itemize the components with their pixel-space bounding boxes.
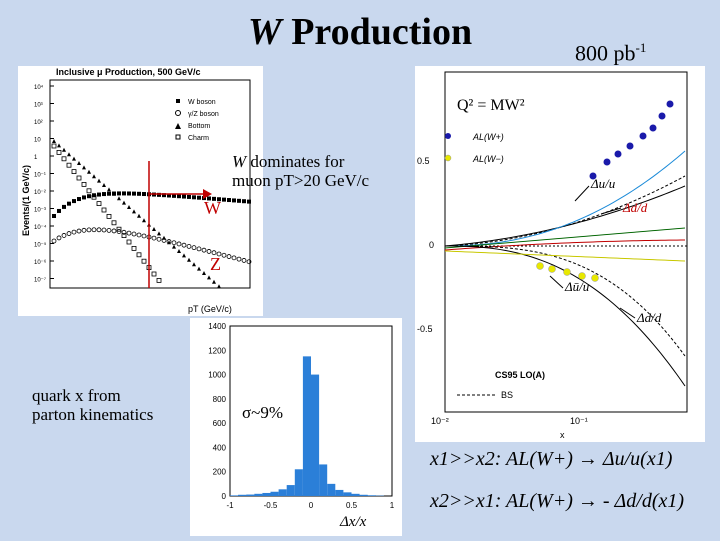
plot1-ytick: 10 bbox=[34, 138, 41, 144]
plot2-label-ddbar: Δd/d bbox=[636, 310, 662, 325]
asymmetry-plot: Q² = MW² AL(W+) AL(W−) 0.5 0 -0.5 Δu/u Δ… bbox=[415, 66, 705, 442]
plot2-legend-1: AL(W−) bbox=[472, 154, 504, 164]
plot2-label-du: Δu/u bbox=[590, 176, 616, 191]
histogram-bar bbox=[368, 495, 376, 496]
plot1-legend-0: W boson bbox=[188, 99, 216, 106]
formula-2: x2>>x1: AL(W+) → - Δd/d(x1) bbox=[430, 490, 684, 513]
plot3-xtick: 1 bbox=[390, 501, 395, 510]
histogram-bar bbox=[327, 484, 335, 496]
plot1-ytick: 10⁻¹ bbox=[34, 173, 46, 179]
histogram-bar bbox=[230, 495, 238, 496]
histogram-bar bbox=[279, 489, 287, 496]
plot2-footer-0: CS95 LO(A) bbox=[495, 370, 545, 380]
quark-x-note: quark x from parton kinematics bbox=[32, 386, 153, 424]
plot1-ytick: 10² bbox=[34, 120, 43, 126]
histogram-bar bbox=[295, 469, 303, 496]
sigma-label: σ~9% bbox=[242, 403, 283, 422]
histogram-bar bbox=[246, 495, 254, 496]
plot2-title: Q² = MW² bbox=[457, 97, 525, 114]
histogram-bar bbox=[311, 375, 319, 496]
plot1-legend-2: Bottom bbox=[188, 123, 210, 130]
histogram-bar bbox=[352, 494, 360, 496]
plot1-ytick: 10⁻⁴ bbox=[34, 224, 47, 231]
histogram-bar bbox=[335, 490, 343, 496]
plot1-title: Inclusive μ Production, 500 GeV/c bbox=[56, 67, 201, 77]
histogram-bar bbox=[303, 356, 311, 496]
luminosity-label: 800 pb-1 bbox=[575, 40, 646, 66]
plot2-ytick-0: 0.5 bbox=[417, 156, 430, 166]
inclusive-muon-svg: Inclusive μ Production, 500 GeV/c Events… bbox=[18, 66, 263, 316]
resolution-svg: 1400 1200 1000 800 600 400 200 0 -1 -0.5 0 0.5 1 σ~… bbox=[190, 318, 402, 536]
plot2-footer-1: BS bbox=[501, 390, 513, 400]
histogram-bar bbox=[262, 493, 270, 496]
plot1-xlabel: pT (GeV/c) bbox=[188, 304, 232, 314]
plot3-ytick: 1400 bbox=[208, 322, 226, 331]
plot3-ytick: 1000 bbox=[208, 371, 226, 380]
plot3-ytick: 800 bbox=[213, 395, 227, 404]
plot1-ytick: 1 bbox=[34, 155, 38, 161]
plot2-label-dd: Δd/d bbox=[622, 200, 648, 215]
histogram-bar bbox=[360, 495, 368, 496]
plot3-ytick: 0 bbox=[222, 492, 227, 501]
histogram-bar bbox=[287, 485, 295, 496]
plot3-xtick: -1 bbox=[226, 501, 234, 510]
label-w: W bbox=[204, 198, 221, 218]
plot3-ytick: 200 bbox=[213, 468, 227, 477]
plot2-xtick-mid: 10⁻¹ bbox=[570, 416, 588, 426]
plot1-ytick: 10⁴ bbox=[34, 84, 44, 91]
asymmetry-svg: Q² = MW² AL(W+) AL(W−) 0.5 0 -0.5 Δu/u Δ… bbox=[415, 66, 705, 442]
plot1-legend-3: Charm bbox=[188, 135, 209, 142]
plot1-ytick: 10⁻³ bbox=[34, 208, 46, 214]
histogram-bar bbox=[343, 492, 351, 496]
label-z: Z bbox=[210, 254, 221, 274]
plot1-ytick: 10⁻⁶ bbox=[34, 259, 47, 266]
resolution-histogram: 1400 1200 1000 800 600 400 200 0 -1 -0.5 0 0.5 1 σ~… bbox=[190, 318, 402, 536]
plot3-xtick: 0 bbox=[309, 501, 314, 510]
plot2-ytick-2: -0.5 bbox=[417, 324, 433, 334]
histogram-bar bbox=[319, 464, 327, 496]
plot1-ytick: 10³ bbox=[34, 103, 43, 109]
plot2-label-dubar: Δū/u bbox=[564, 279, 590, 294]
plot1-ytick: 10⁻² bbox=[34, 190, 46, 196]
formula-1: x1>>x2: AL(W+) → Δu/u(x1) bbox=[430, 448, 672, 471]
plot2-legend-0: AL(W+) bbox=[472, 132, 504, 142]
plot3-ytick: 400 bbox=[213, 443, 227, 452]
plot3-ytick: 600 bbox=[213, 419, 227, 428]
inclusive-muon-plot: Inclusive μ Production, 500 GeV/c Events… bbox=[18, 66, 263, 316]
plot3-xtick: 0.5 bbox=[346, 501, 358, 510]
plot1-ytick: 10⁻⁷ bbox=[34, 277, 46, 284]
plot2-ytick-1: 0 bbox=[429, 240, 434, 250]
histogram-bar bbox=[254, 494, 262, 496]
histogram-bar bbox=[238, 495, 246, 496]
plot3-xtick: -0.5 bbox=[264, 501, 278, 510]
plot1-ytick: 10⁻⁵ bbox=[34, 242, 47, 249]
plot3-ytick: 1200 bbox=[208, 346, 226, 355]
histogram-bar bbox=[271, 492, 279, 496]
plot2-xaxis: x bbox=[560, 430, 565, 440]
plot2-xtick-left: 10⁻² bbox=[431, 416, 449, 426]
plot1-ylabel: Events/(1 GeV/c) bbox=[21, 165, 31, 236]
plot1-legend-1: γ/Z boson bbox=[188, 111, 219, 118]
plot3-xlabel: Δx/x bbox=[339, 514, 367, 530]
w-dominates-note: W dominates for muon pT>20 GeV/c bbox=[232, 152, 369, 190]
